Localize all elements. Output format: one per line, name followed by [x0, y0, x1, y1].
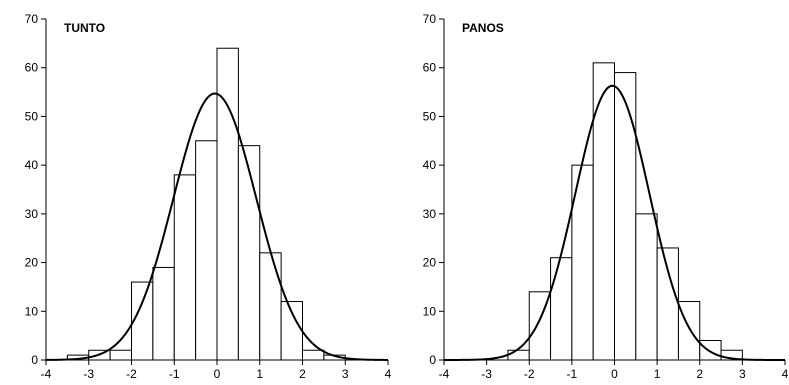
- histogram-bar: [131, 281, 154, 361]
- y-tick-label: 50: [423, 109, 437, 123]
- x-tick-label: -3: [83, 367, 94, 381]
- x-tick-label: 2: [696, 367, 703, 381]
- x-tick-label: -1: [567, 367, 578, 381]
- histogram-bar: [259, 252, 282, 361]
- x-tick-label: 3: [739, 367, 746, 381]
- y-tick-label: 60: [423, 61, 437, 75]
- histogram-bar: [173, 174, 197, 361]
- y-tick-label: 30: [423, 207, 437, 221]
- histogram-bar: [635, 213, 658, 361]
- y-tick-label: 20: [25, 256, 39, 270]
- histogram-bar: [699, 340, 722, 361]
- x-tick-label: 2: [299, 367, 306, 381]
- y-tick-label: 30: [25, 207, 39, 221]
- panel-panos: 0 10 20 30 40 50 60 70 -4 -3 -2 -1 0 1 2 3 4 PANOS: [423, 12, 789, 381]
- x-tick-label: 1: [256, 367, 263, 381]
- histogram-bar: [550, 257, 573, 361]
- x-tick-label: 3: [342, 367, 349, 381]
- y-tick-label: 70: [25, 12, 39, 26]
- normal-curve: [444, 84, 785, 361]
- y-tick-label: 10: [25, 304, 39, 318]
- x-tick-label: -2: [524, 367, 535, 381]
- histogram-bar: [195, 140, 218, 361]
- y-tick-label: 0: [31, 353, 38, 367]
- x-tick-label: -3: [481, 367, 492, 381]
- y-tick-label: 10: [423, 304, 437, 318]
- histogram-bar: [656, 247, 679, 361]
- histogram-bar: [507, 349, 530, 361]
- y-tick-label: 40: [423, 158, 437, 172]
- x-tick-label: 4: [782, 367, 789, 381]
- histogram-bar: [302, 349, 325, 361]
- histogram-bar: [720, 349, 743, 361]
- y-tick-label: 70: [423, 12, 437, 26]
- x-tick-label: -2: [126, 367, 137, 381]
- histogram-bar: [152, 266, 175, 361]
- histogram-bar: [109, 349, 132, 361]
- x-tick-label: 0: [611, 367, 618, 381]
- normal-curve: [45, 92, 389, 361]
- panel-tunto: 0 10 20 30 40 50 60 70 -4 -3 -2 -1 0 1 2 3 4 TUNTO: [25, 12, 392, 381]
- x-tick-label: -4: [41, 367, 52, 381]
- y-tick-label: 20: [423, 256, 437, 270]
- panel-title: PANOS: [462, 21, 504, 35]
- x-tick-label: 4: [385, 367, 392, 381]
- y-tick-label: 0: [429, 353, 436, 367]
- histogram-bar: [237, 145, 261, 361]
- histogram-bar: [614, 72, 637, 361]
- x-tick-label: -4: [439, 367, 450, 381]
- panel-title: TUNTO: [64, 21, 105, 35]
- y-tick-label: 50: [25, 109, 39, 123]
- x-tick-label: 1: [654, 367, 661, 381]
- x-tick-label: -1: [169, 367, 180, 381]
- x-tick-label: 0: [214, 367, 221, 381]
- y-tick-label: 60: [25, 61, 39, 75]
- y-tick-label: 40: [25, 158, 39, 172]
